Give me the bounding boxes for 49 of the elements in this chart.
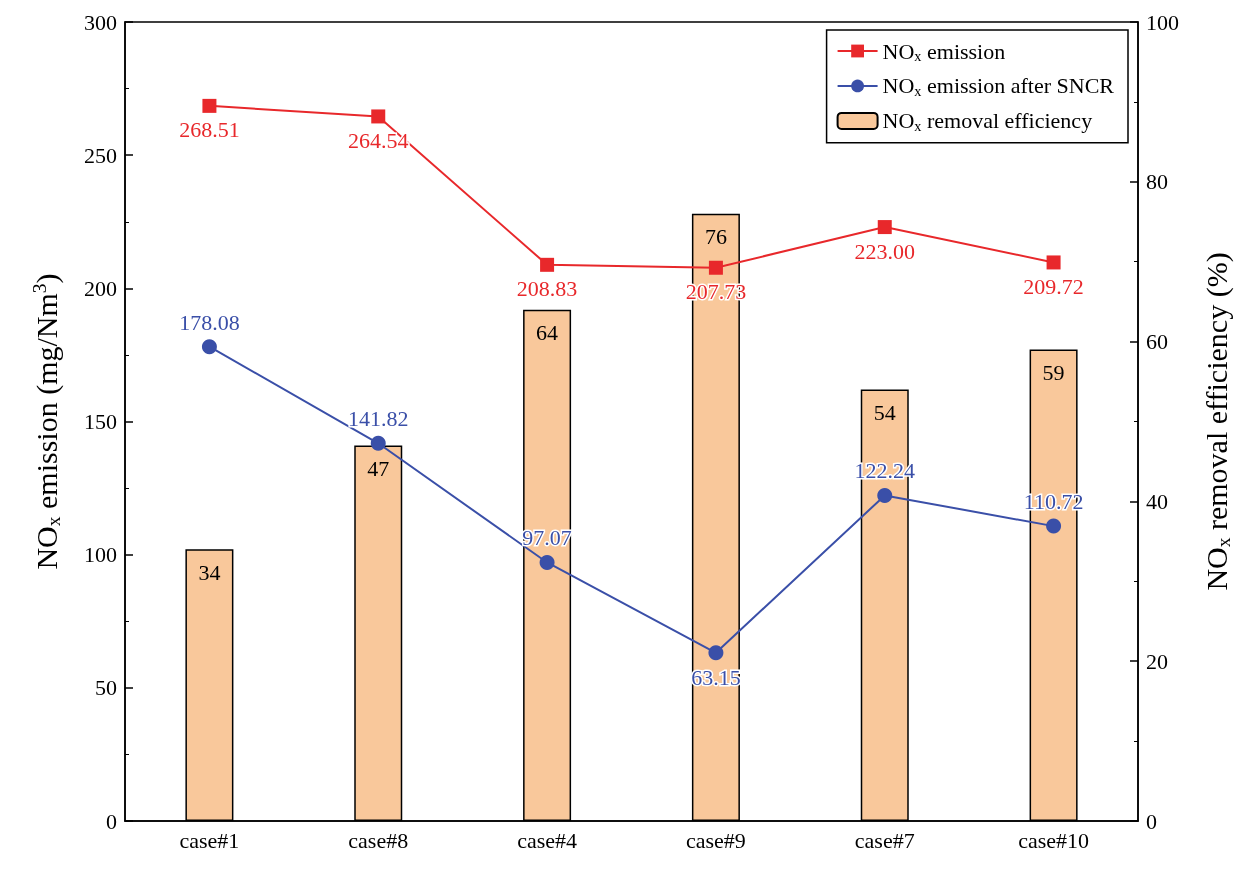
- point: [201, 339, 217, 355]
- y-tick-label: 0: [106, 808, 117, 834]
- legend-label: NOx emission after SNCR: [882, 73, 1115, 99]
- y2-tick-label: 40: [1146, 488, 1168, 514]
- data-label: 223.00: [854, 238, 915, 264]
- data-label: 59: [1042, 360, 1065, 386]
- point: [371, 109, 386, 124]
- point: [1046, 255, 1061, 270]
- data-label: 268.51: [179, 117, 240, 143]
- data-label: 208.83: [516, 276, 578, 302]
- point: [1046, 518, 1062, 534]
- data-label: 64: [536, 320, 559, 346]
- y2-axis-title: NOx removal efficiency (%): [1200, 252, 1235, 591]
- data-label: 47: [367, 455, 390, 481]
- point: [708, 260, 723, 275]
- data-label: 209.72: [1023, 273, 1084, 299]
- data-label: 178.08: [179, 309, 240, 335]
- data-label: 54: [873, 400, 896, 426]
- y2-tick-label: 80: [1146, 169, 1168, 195]
- x-tick-label: case#4: [517, 827, 578, 853]
- point: [539, 554, 555, 570]
- point: [708, 645, 724, 661]
- legend-label: NOx emission: [882, 38, 1006, 64]
- legend-label: NOx removal efficiency: [882, 108, 1093, 134]
- y-tick-label: 300: [84, 9, 117, 35]
- data-label: 76: [704, 224, 727, 250]
- data-label: 141.82: [348, 406, 409, 432]
- y-axis-title: NOx emission (mg/Nm3): [29, 273, 64, 570]
- x-tick-label: case#7: [854, 827, 915, 853]
- x-tick-label: case#10: [1018, 827, 1090, 853]
- x-tick-label: case#8: [348, 827, 409, 853]
- y-tick-label: 50: [95, 675, 117, 701]
- point: [877, 487, 893, 503]
- point: [540, 257, 555, 272]
- y2-tick-label: 60: [1146, 329, 1168, 355]
- point: [877, 220, 892, 235]
- y-tick-label: 250: [84, 142, 117, 168]
- y-tick-label: 100: [84, 542, 117, 568]
- x-tick-label: case#1: [179, 827, 240, 853]
- data-label: 264.54: [348, 127, 409, 153]
- y2-tick-label: 0: [1146, 808, 1157, 834]
- x-tick-label: case#9: [685, 827, 746, 853]
- y-tick-label: 200: [84, 275, 117, 301]
- y2-tick-label: 100: [1146, 9, 1179, 35]
- y-tick-label: 150: [84, 409, 117, 434]
- point: [202, 98, 217, 113]
- data-label: 34: [198, 559, 221, 585]
- y2-tick-label: 20: [1146, 648, 1168, 674]
- point: [370, 435, 386, 451]
